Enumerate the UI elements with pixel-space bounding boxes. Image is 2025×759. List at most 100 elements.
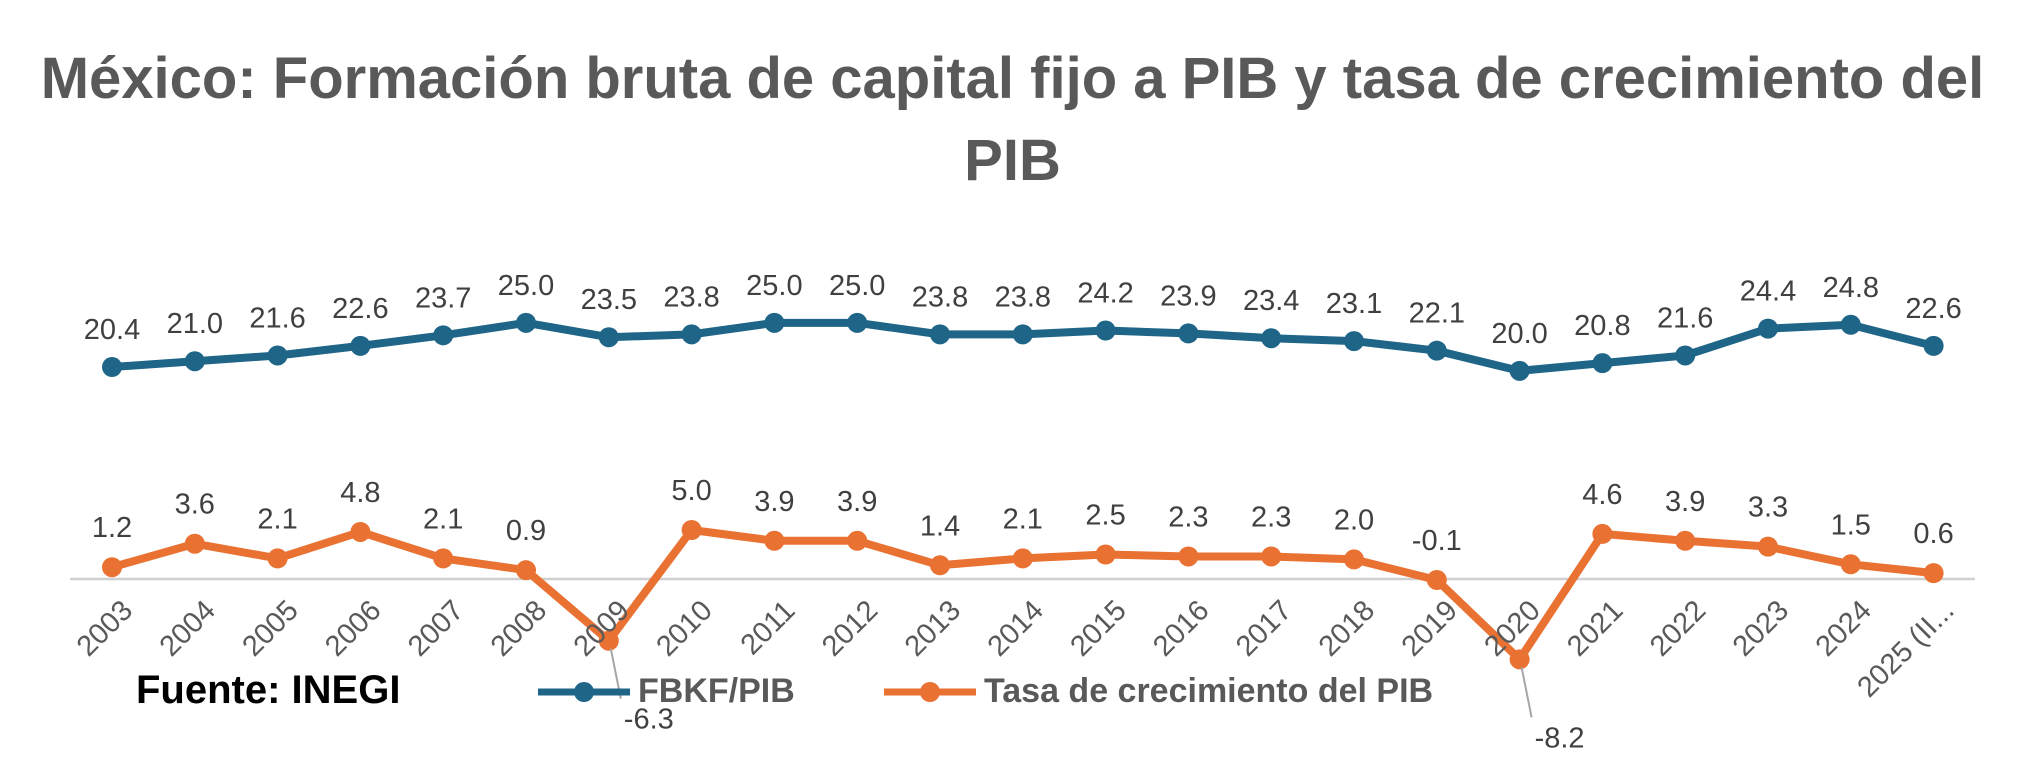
data-label: 2.1 [257,503,297,535]
data-point [1012,324,1033,345]
data-point [1178,546,1199,567]
data-point [1012,548,1033,569]
data-point [1095,544,1116,565]
data-label: 24.4 [1740,276,1796,308]
x-tick-label: 2013 [899,594,967,662]
data-point [681,520,702,540]
data-point [598,327,619,348]
data-label: 0.9 [506,515,546,547]
data-label: 23.4 [1243,285,1299,317]
data-label: -0.1 [1412,525,1462,557]
data-label: 23.8 [663,281,719,313]
data-point [847,530,868,551]
x-tick-label: 2017 [1230,594,1298,662]
data-label: 4.8 [340,477,380,509]
data-label: 23.5 [581,284,637,316]
data-point [350,521,371,542]
data-point [1261,546,1282,567]
data-point [184,533,205,554]
data-label: 25.0 [746,270,802,302]
x-tick-label: 2024 [1810,594,1878,662]
data-point [1758,536,1778,557]
data-label: 25.0 [498,270,554,302]
legend-item-fbkf: FBKF/PIB [536,672,795,711]
data-point [1509,649,1530,670]
data-point [1178,323,1199,344]
x-tick-label: 2008 [485,594,553,662]
data-point [847,312,868,333]
data-label: 25.0 [829,270,885,302]
data-label: 2.3 [1168,501,1208,533]
x-tick-label: 2016 [1147,594,1215,662]
data-point [1675,530,1696,551]
data-point [1675,345,1696,366]
data-point [1840,314,1861,335]
data-label: 3.9 [754,486,794,518]
data-point [1344,331,1364,352]
legend-marker-fbkf [538,681,630,702]
data-point [1840,554,1861,575]
data-label: 23.7 [415,282,471,314]
data-label: 23.1 [1326,288,1382,320]
x-tick-label: 2007 [402,594,470,662]
data-point [1095,320,1116,341]
data-label: 3.9 [837,486,877,518]
data-point [433,325,454,346]
data-point [1923,563,1944,584]
x-tick-label: 2023 [1727,594,1795,662]
data-label: 2.1 [423,503,463,535]
x-tick-label: 2004 [154,594,222,662]
data-label: 20.4 [84,314,140,346]
data-label: 22.6 [332,293,388,325]
data-point [1261,328,1282,349]
data-point [1426,340,1447,361]
data-label: 24.2 [1077,278,1133,310]
x-tick-label: 2005 [236,594,304,662]
data-point [930,555,950,576]
x-tick-label: 2006 [319,594,387,662]
data-point [1758,318,1778,339]
data-label: 23.9 [1160,280,1216,312]
legend-label-pib: Tasa de crecimiento del PIB [984,672,1434,710]
data-label: 22.6 [1905,293,1961,325]
data-point [1592,353,1613,374]
data-label: 5.0 [671,475,711,507]
data-label: 21.6 [249,302,305,334]
data-label: 21.0 [167,308,223,340]
x-tick-label: 2010 [650,594,718,662]
data-point [1509,360,1530,381]
source-note: Fuente: INEGI [136,668,401,712]
data-point [102,357,122,377]
data-label: 20.0 [1491,318,1547,350]
data-point [433,548,454,569]
x-tick-label: 2011 [735,594,802,661]
x-tick-label: 2018 [1313,594,1381,662]
data-point [102,557,122,578]
x-tick-label: 2003 [71,594,139,662]
x-tick-label: 2015 [1064,594,1132,662]
data-label: 1.5 [1831,509,1871,541]
data-label: 22.1 [1409,298,1465,330]
data-point [1344,549,1364,570]
legend-item-pib: Tasa de crecimiento del PIB [882,672,1433,711]
data-label: 2.1 [1003,503,1043,535]
data-label: 0.6 [1913,518,1953,550]
data-label: -8.2 [1535,722,1585,754]
data-label: 20.8 [1574,310,1630,342]
data-label: 23.8 [995,281,1051,313]
legend-marker-pib [884,681,976,702]
data-label: 21.6 [1657,302,1713,334]
data-point [764,530,785,551]
data-point [598,630,619,651]
data-point [350,335,371,356]
data-point [681,324,702,345]
data-label: 2.5 [1085,500,1125,532]
data-point [516,560,536,581]
data-point [267,345,288,366]
data-point [1426,569,1447,590]
data-label: 24.8 [1823,272,1879,304]
data-label: 1.2 [92,512,132,544]
chart-title: México: Formación bruta de capital fijo … [40,46,1985,193]
data-point [184,351,205,372]
